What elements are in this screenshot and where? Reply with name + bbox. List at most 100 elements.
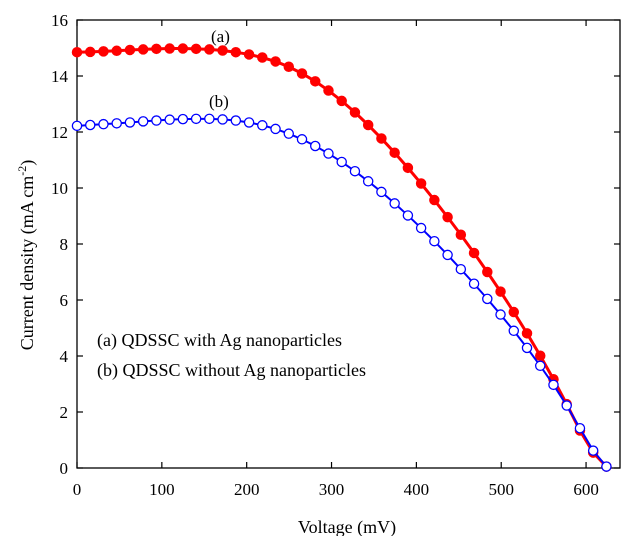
series-a [71,43,612,472]
data-point [336,156,347,168]
y-axis-title-close: ) [17,160,38,166]
data-point [429,194,440,206]
data-point [270,123,281,135]
data-point [204,113,215,125]
x-tick-label: 0 [73,480,82,499]
data-point [534,350,546,361]
data-point [283,128,295,139]
data-point [349,165,361,177]
data-point [137,44,149,55]
data-point [177,113,189,125]
data-point [323,148,334,159]
data-point [164,114,175,125]
data-point [309,140,321,152]
plot-frame [76,19,621,469]
series-b [71,113,612,472]
data-point [124,44,136,56]
y-axis-title: Current density (mA cm-2) [15,160,38,350]
x-tick-label: 100 [149,480,175,499]
data-point [111,45,122,57]
series-label-a: (a) [211,27,230,46]
data-point [495,286,506,297]
series-layer [71,43,612,472]
y-tick-label: 12 [51,123,68,142]
data-point [111,118,122,129]
data-point [376,133,387,144]
data-point [415,222,427,234]
data-point [574,422,586,434]
data-point [429,235,440,247]
data-point [362,119,374,131]
data-point [190,113,202,125]
legend-entry-a: (a) QDSSC with Ag nanoparticles [97,330,342,351]
axes [76,19,621,469]
data-point [389,198,400,209]
x-tick-label: 600 [573,480,599,499]
x-axis-title: Voltage (mV) [298,517,396,536]
data-point [508,325,520,337]
data-point [98,118,109,130]
data-point [243,117,255,128]
data-point [230,46,242,58]
data-point [296,68,308,79]
x-tick-label: 400 [404,480,430,499]
data-point [243,49,255,60]
data-point [84,119,96,131]
data-point [402,210,414,221]
data-point [521,342,533,354]
data-point [71,46,83,58]
data-point [402,162,414,174]
data-point [534,360,546,372]
y-tick-label: 6 [60,291,69,310]
data-point [71,120,83,132]
data-point [442,249,453,261]
data-point [415,178,427,189]
data-point [442,211,453,223]
y-tick-label: 16 [51,11,68,30]
y-axis-title-superscript: -2 [15,166,29,176]
x-tick-label: 300 [319,480,345,499]
data-point [257,120,268,131]
data-point [217,45,228,56]
data-point [151,43,162,55]
x-tick-label: 500 [488,480,514,499]
data-point [389,147,400,158]
data-point [270,56,281,67]
data-point [137,116,149,127]
data-point [482,266,493,278]
data-point [98,46,109,57]
data-point [482,293,493,305]
data-point [204,44,215,55]
y-tick-label: 4 [60,347,69,366]
legend-entry-b: (b) QDSSC without Ag nanoparticles [97,360,366,381]
data-point [508,306,520,318]
data-point [349,107,361,118]
y-tick-label: 14 [51,67,69,86]
y-tick-label: 2 [60,403,69,422]
data-point [296,134,308,145]
y-tick-label: 10 [51,179,68,198]
data-point [548,379,559,391]
data-point [190,43,202,55]
tick-marks: 0 100 200 300 400 500 600 0 2 4 6 8 10 12 14 16 [51,11,620,499]
data-point [362,176,374,187]
data-point [376,186,387,198]
y-tick-label: 0 [60,459,69,478]
data-point [455,229,467,241]
data-point [257,52,268,63]
data-point [468,278,480,290]
y-axis-title-main: Current density (mA cm [17,176,38,350]
data-point [84,46,96,58]
data-point [587,445,599,456]
data-point [151,115,162,126]
data-point [561,400,572,411]
data-point [323,85,334,96]
data-point [455,263,467,275]
series-label-b: (b) [209,92,229,111]
data-point [230,115,242,126]
data-point [177,43,189,54]
data-point [601,461,612,472]
data-point [309,76,321,87]
data-point [495,309,506,320]
